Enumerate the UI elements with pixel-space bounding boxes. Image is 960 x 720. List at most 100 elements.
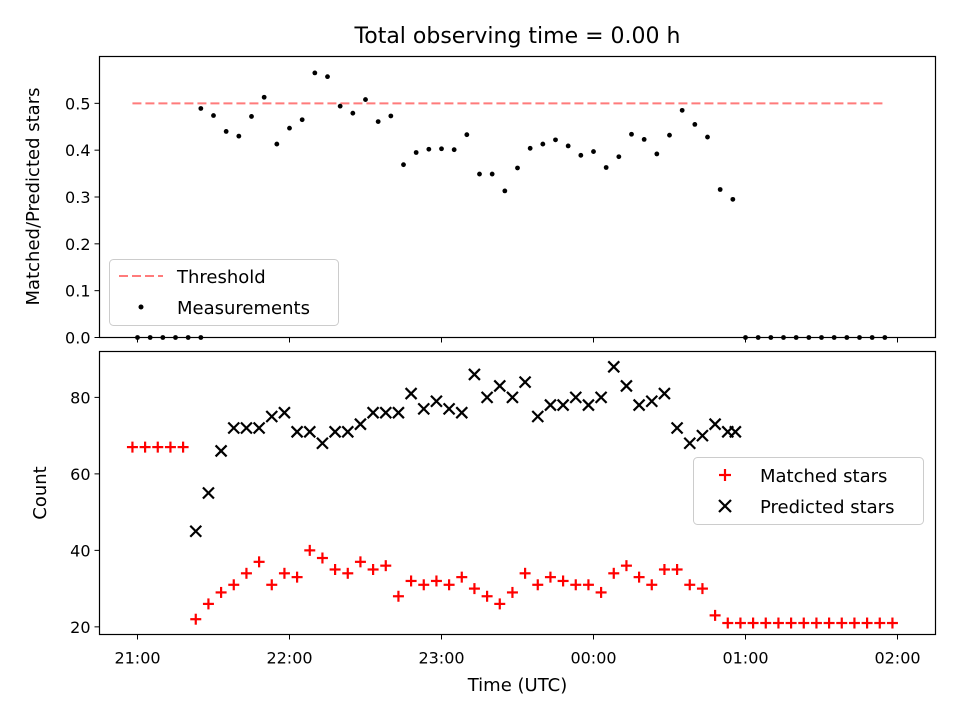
predicted-star-marker [645, 394, 659, 408]
matched-star-marker [494, 598, 506, 610]
predicted-marker-b [290, 425, 304, 439]
measurement-point [641, 136, 647, 142]
predicted-star-marker [442, 402, 456, 416]
predicted-star-marker [556, 398, 570, 412]
predicted-star-marker [569, 391, 583, 404]
measurement-point [717, 187, 723, 192]
legend-predicted-label: Predicted stars [760, 497, 894, 518]
matched-star-marker [240, 567, 252, 579]
measurement-point [299, 117, 305, 123]
matched-star-marker [658, 563, 670, 575]
predicted-marker-b [417, 402, 431, 416]
matched-star-marker [582, 579, 594, 591]
predicted-star-marker [468, 368, 481, 381]
measurement-point [274, 141, 280, 147]
predicted-star-marker [506, 391, 519, 404]
predicted-star-marker [670, 421, 684, 435]
top-y-tick-label: 0.3 [65, 188, 90, 207]
measurement-point [451, 147, 457, 153]
measurement-point [692, 122, 698, 127]
predicted-marker-b [303, 425, 317, 439]
predicted-marker-b [366, 406, 380, 419]
matched-star-marker [177, 441, 189, 453]
matched-star-marker [861, 617, 873, 629]
top-legend: Threshold Measurements [109, 259, 339, 326]
predicted-marker-b [252, 421, 266, 435]
matched-star-marker [215, 586, 227, 598]
top-panel: Total observing time = 0.00 h 0.00.10.20… [23, 24, 937, 348]
matched-star-marker [722, 617, 734, 629]
matched-star-marker [848, 617, 860, 629]
predicted-marker-b [316, 437, 329, 450]
predicted-marker-b [227, 421, 241, 435]
predicted-marker-b [506, 391, 519, 404]
bottom-x-tick-label: 00:00 [570, 649, 616, 668]
predicted-star-marker [480, 391, 494, 404]
predicted-star-marker [366, 406, 380, 419]
predicted-star-marker [252, 421, 266, 435]
predicted-star-marker [328, 425, 342, 439]
matched-star-marker [418, 579, 430, 591]
predicted-star-marker [189, 524, 203, 538]
top-plot-area [132, 70, 888, 340]
top-y-tick-label: 0.5 [65, 94, 90, 113]
bottom-x-tick-label: 23:00 [418, 649, 464, 668]
predicted-marker-b [518, 375, 532, 389]
predicted-star-marker [227, 421, 241, 435]
top-y-tick-label: 0.2 [65, 235, 90, 254]
matched-star-marker [354, 556, 366, 568]
matched-star-marker [772, 617, 784, 629]
matched-star-marker [608, 567, 620, 579]
legend-measurements-label: Measurements [177, 298, 310, 319]
predicted-star-marker [620, 379, 633, 393]
measurement-point [426, 146, 432, 152]
matched-star-marker [785, 617, 797, 629]
predicted-star-marker [594, 391, 608, 404]
predicted-star-marker [518, 375, 532, 389]
matched-star-marker [126, 441, 138, 453]
matched-star-marker [304, 544, 316, 556]
predicted-marker-b [189, 524, 203, 538]
matched-star-marker [139, 441, 151, 453]
matched-star-marker [430, 575, 442, 587]
predicted-marker-b [430, 394, 443, 408]
measurement-point [325, 74, 330, 80]
measurement-point [730, 196, 736, 202]
measurement-point [654, 151, 660, 157]
matched-star-marker [392, 590, 404, 602]
matched-star-marker [456, 571, 468, 583]
matched-star-marker [823, 617, 835, 629]
measurement-point [261, 94, 267, 100]
legend-measurements-swatch [138, 304, 144, 310]
predicted-marker-b [632, 398, 646, 412]
measurement-point [553, 137, 558, 143]
measurement-point [287, 125, 292, 131]
predicted-star-marker [278, 406, 291, 419]
predicted-marker-b [620, 379, 633, 393]
predicted-star-marker [493, 379, 507, 393]
matched-star-marker [278, 567, 290, 579]
matched-star-marker [798, 617, 810, 629]
matched-star-marker [405, 575, 417, 587]
measurement-point [705, 134, 710, 140]
matched-star-marker [506, 586, 518, 598]
predicted-star-marker [240, 421, 253, 435]
predicted-marker-b [379, 406, 393, 419]
matched-star-marker [747, 617, 759, 629]
bottom-x-axis-label: Time (UTC) [467, 675, 568, 696]
measurement-point [236, 133, 242, 139]
matched-star-marker [367, 563, 379, 575]
predicted-star-marker [607, 360, 621, 374]
matched-star-marker [633, 571, 645, 583]
matched-star-marker [570, 579, 582, 591]
predicted-marker-b [708, 417, 722, 431]
top-y-axis-ticks: 0.0 0.1 0.2 0.3 0.4 0.5 [65, 94, 100, 348]
predicted-marker-b [531, 410, 545, 423]
predicted-marker-b [202, 486, 215, 500]
predicted-marker-b [240, 421, 253, 435]
predicted-marker-b [468, 368, 481, 381]
predicted-marker-b [278, 406, 291, 419]
measurement-point [223, 129, 229, 134]
legend-predicted-swatch [718, 499, 732, 513]
top-y-tick-label: 0.4 [65, 141, 90, 160]
